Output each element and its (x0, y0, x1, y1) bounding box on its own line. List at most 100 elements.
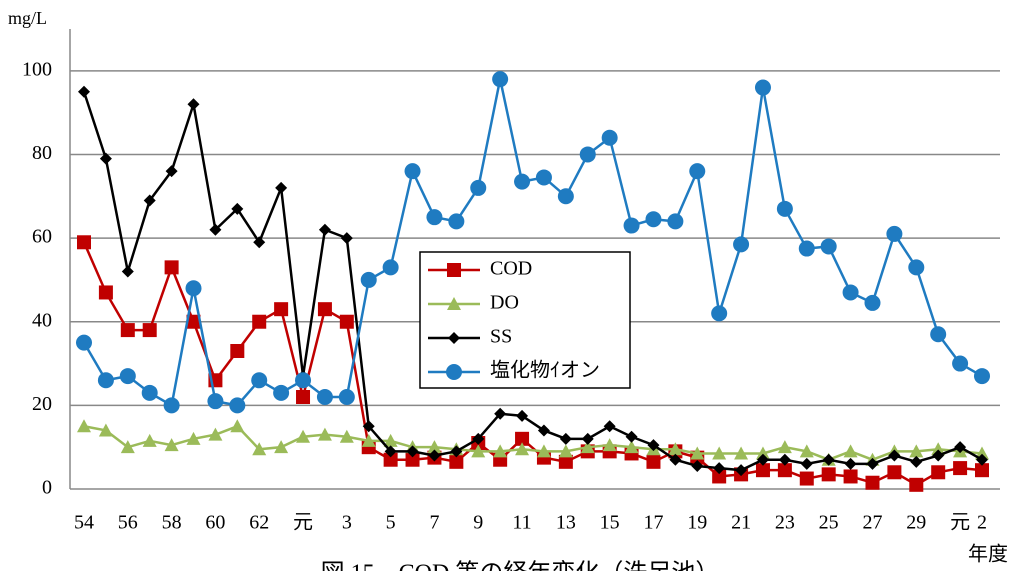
marker (647, 439, 660, 452)
legend-label: 塩化物ｲオン (490, 359, 600, 382)
marker (274, 302, 289, 317)
marker (646, 454, 661, 469)
marker (165, 165, 178, 178)
marker (427, 440, 442, 454)
marker (230, 419, 245, 433)
marker (733, 236, 750, 253)
marker (76, 334, 92, 351)
marker (930, 326, 947, 343)
marker (141, 384, 158, 401)
marker (426, 209, 443, 226)
marker (865, 475, 880, 490)
marker (844, 457, 857, 470)
y-tick-label: 60 (32, 226, 52, 248)
marker (186, 431, 201, 445)
marker (864, 294, 881, 311)
y-tick-label: 0 (42, 477, 52, 499)
marker (909, 477, 924, 492)
x-axis-label: 年度 (968, 543, 1008, 566)
marker (295, 372, 312, 389)
marker (316, 389, 333, 405)
marker (384, 445, 397, 458)
marker (558, 454, 573, 469)
marker (954, 441, 967, 454)
marker (77, 235, 91, 250)
legend-label: DO (490, 292, 519, 314)
marker (734, 446, 749, 460)
marker (712, 469, 727, 484)
x-tick-label: 9 (473, 512, 483, 534)
legend-label: SS (490, 326, 512, 348)
x-tick-label: 58 (162, 512, 182, 534)
marker (515, 442, 530, 456)
marker (843, 469, 858, 484)
marker (207, 393, 224, 410)
marker (142, 433, 157, 447)
marker (405, 452, 420, 467)
marker (99, 152, 112, 165)
marker (450, 445, 463, 458)
marker (580, 440, 595, 454)
marker (669, 453, 682, 466)
marker (360, 271, 377, 288)
marker (296, 390, 311, 404)
x-tick-label: 27 (862, 512, 882, 534)
marker (778, 453, 791, 466)
marker (755, 463, 770, 478)
marker (77, 419, 91, 433)
y-tick-label: 20 (32, 393, 52, 415)
marker (932, 449, 945, 462)
marker (776, 200, 793, 217)
marker (820, 238, 837, 255)
x-tick-label: 54 (74, 512, 94, 534)
marker (689, 163, 706, 180)
x-tick-label: 13 (556, 512, 576, 534)
marker (428, 449, 441, 462)
marker (120, 323, 135, 338)
marker (494, 407, 507, 420)
marker (492, 71, 509, 88)
x-tick-label: 3 (342, 512, 352, 534)
marker (78, 85, 90, 98)
marker (777, 440, 792, 454)
marker (712, 446, 727, 460)
marker (822, 453, 835, 466)
marker (208, 427, 223, 441)
marker (623, 217, 640, 234)
marker (601, 129, 618, 146)
marker (624, 440, 639, 454)
marker (120, 440, 135, 454)
marker (296, 429, 311, 443)
marker (645, 211, 662, 228)
marker (713, 462, 726, 475)
marker (229, 397, 246, 414)
marker (340, 232, 353, 245)
marker (535, 169, 552, 186)
marker (800, 457, 813, 470)
marker (209, 223, 222, 236)
marker (777, 463, 792, 478)
y-tick-label: 40 (32, 309, 52, 331)
marker (317, 427, 332, 441)
x-tick-label: 15 (600, 512, 620, 534)
marker (98, 285, 113, 300)
chart-title: 図 15 COD 等の経年変化（洗足池） (321, 560, 720, 571)
y-tick-label: 100 (22, 58, 52, 80)
marker (866, 457, 879, 470)
marker (579, 146, 596, 163)
marker (362, 420, 375, 433)
marker (361, 433, 376, 447)
x-tick-label: 60 (205, 512, 225, 534)
x-tick-label: 62 (249, 512, 269, 534)
y-tick-label: 80 (32, 142, 52, 164)
marker (667, 213, 684, 230)
marker (382, 259, 399, 276)
marker (974, 368, 990, 385)
y-axis-label: mg/L (8, 8, 47, 28)
marker (121, 265, 134, 278)
marker (975, 446, 989, 460)
marker (625, 430, 638, 443)
legend: COD DO SS 塩化物ｲオン (419, 251, 631, 389)
marker (887, 465, 902, 480)
marker (338, 389, 355, 405)
